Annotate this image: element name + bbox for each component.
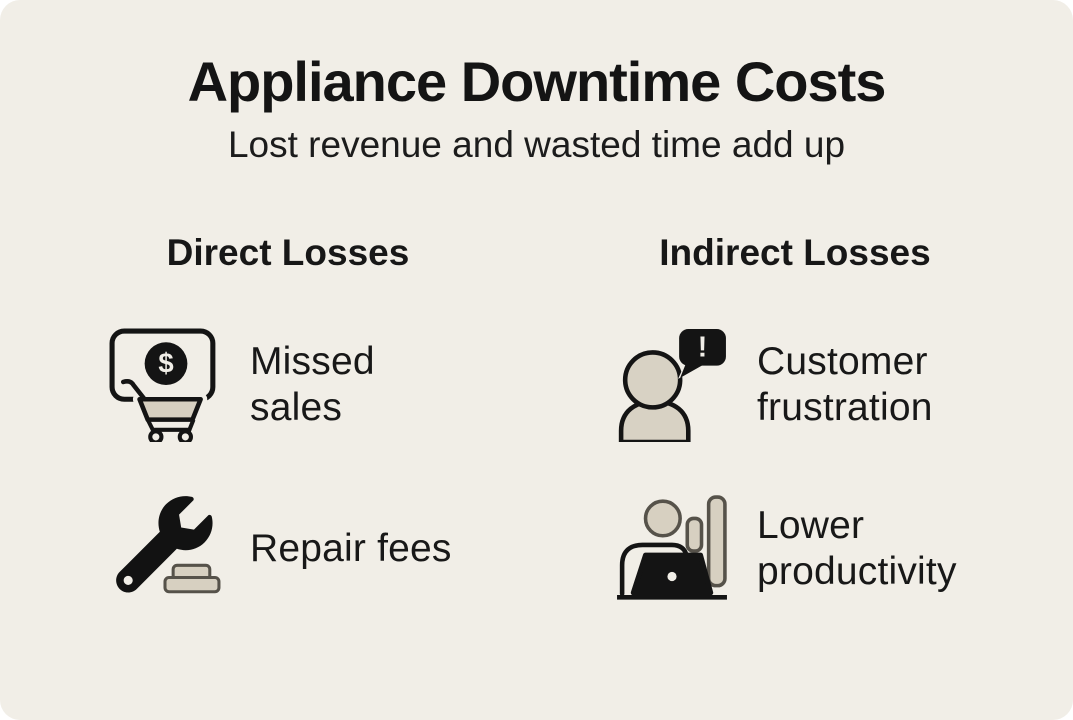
item-label-customer-frustration: Customer frustration bbox=[757, 340, 933, 429]
exclamation-mark: ! bbox=[698, 331, 708, 363]
column-header-indirect: Indirect Losses bbox=[659, 232, 931, 273]
item-row-customer-frustration: ! Customer frustration bbox=[615, 326, 975, 444]
declining-bars bbox=[685, 495, 727, 588]
shopping-cart bbox=[120, 379, 203, 442]
column-header-direct: Direct Losses bbox=[166, 232, 410, 273]
person-head bbox=[622, 350, 683, 410]
missed-sales-cart-icon: $ bbox=[108, 328, 222, 442]
wrench bbox=[116, 496, 213, 593]
item-label-missed-sales: Missed sales bbox=[250, 340, 375, 429]
item-row-lower-productivity: Lower productivity bbox=[615, 490, 975, 608]
parts-base bbox=[163, 563, 221, 594]
page-title: Appliance Downtime Costs bbox=[187, 50, 887, 113]
column-indirect-losses: Indirect Losses ! bbox=[615, 232, 975, 654]
customer-frustration-icon-svg: ! bbox=[618, 329, 726, 442]
column-direct-losses: Direct Losses $ bbox=[108, 232, 468, 654]
dollar-sign: $ bbox=[158, 347, 173, 378]
lower-productivity-icon bbox=[615, 492, 729, 606]
customer-frustration-icon: ! bbox=[615, 328, 729, 442]
item-label-lower-productivity: Lower productivity bbox=[757, 504, 957, 593]
repair-wrench-icon bbox=[108, 492, 222, 606]
item-row-repair-fees: Repair fees bbox=[108, 490, 468, 608]
dollar-badge bbox=[144, 342, 188, 385]
alert-speech-bubble: ! bbox=[678, 329, 726, 379]
person-body bbox=[619, 542, 689, 597]
laptop bbox=[630, 552, 714, 596]
item-row-missed-sales: $ bbox=[108, 326, 468, 444]
repair-wrench-icon-svg bbox=[116, 496, 221, 594]
page-subtitle: Lost revenue and wasted time add up bbox=[227, 124, 846, 166]
person-head bbox=[643, 499, 682, 538]
item-label-repair-fees: Repair fees bbox=[250, 527, 452, 570]
lower-productivity-icon-svg bbox=[617, 495, 727, 600]
missed-sales-cart-icon-svg: $ bbox=[109, 328, 216, 442]
